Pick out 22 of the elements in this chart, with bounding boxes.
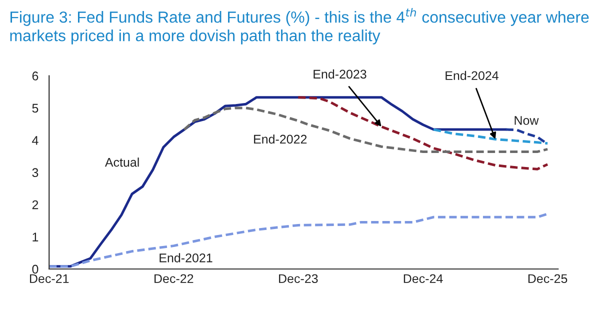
y-tick-label: 1 — [32, 232, 38, 242]
series-label: Actual — [104, 158, 139, 167]
y-tick-label: 0 — [32, 264, 38, 274]
line-series — [432, 128, 549, 145]
y-tick-label: 2 — [32, 200, 38, 210]
line-series — [182, 106, 549, 154]
x-tick-label: Dec-25 — [528, 274, 568, 284]
x-tick-label: Dec-21 — [30, 274, 69, 284]
text: End-2024 — [446, 70, 498, 80]
series-label: End-2022 — [254, 134, 307, 144]
y-tick-label: 3 — [32, 168, 38, 178]
series-label: End-2021 — [160, 253, 212, 262]
y-tick-label: 4 — [32, 136, 38, 145]
y-tick-label: 5 — [32, 104, 38, 113]
series-label: End-2023 — [314, 69, 366, 79]
y-tick-label: 6 — [32, 72, 38, 80]
chart-title: Figure 3: Fed Funds Rate and Futures (%) - this is the 4$^{th}$ consecutive year where markets priced in a more dovish path than the reality — [10, 8, 589, 44]
x-tick-label: Dec-23 — [279, 274, 318, 284]
x-tick-label: Dec-22 — [154, 274, 194, 284]
series-label: Now — [514, 116, 539, 125]
line-series — [49, 212, 549, 268]
x-tick-label: Dec-24 — [404, 274, 443, 284]
